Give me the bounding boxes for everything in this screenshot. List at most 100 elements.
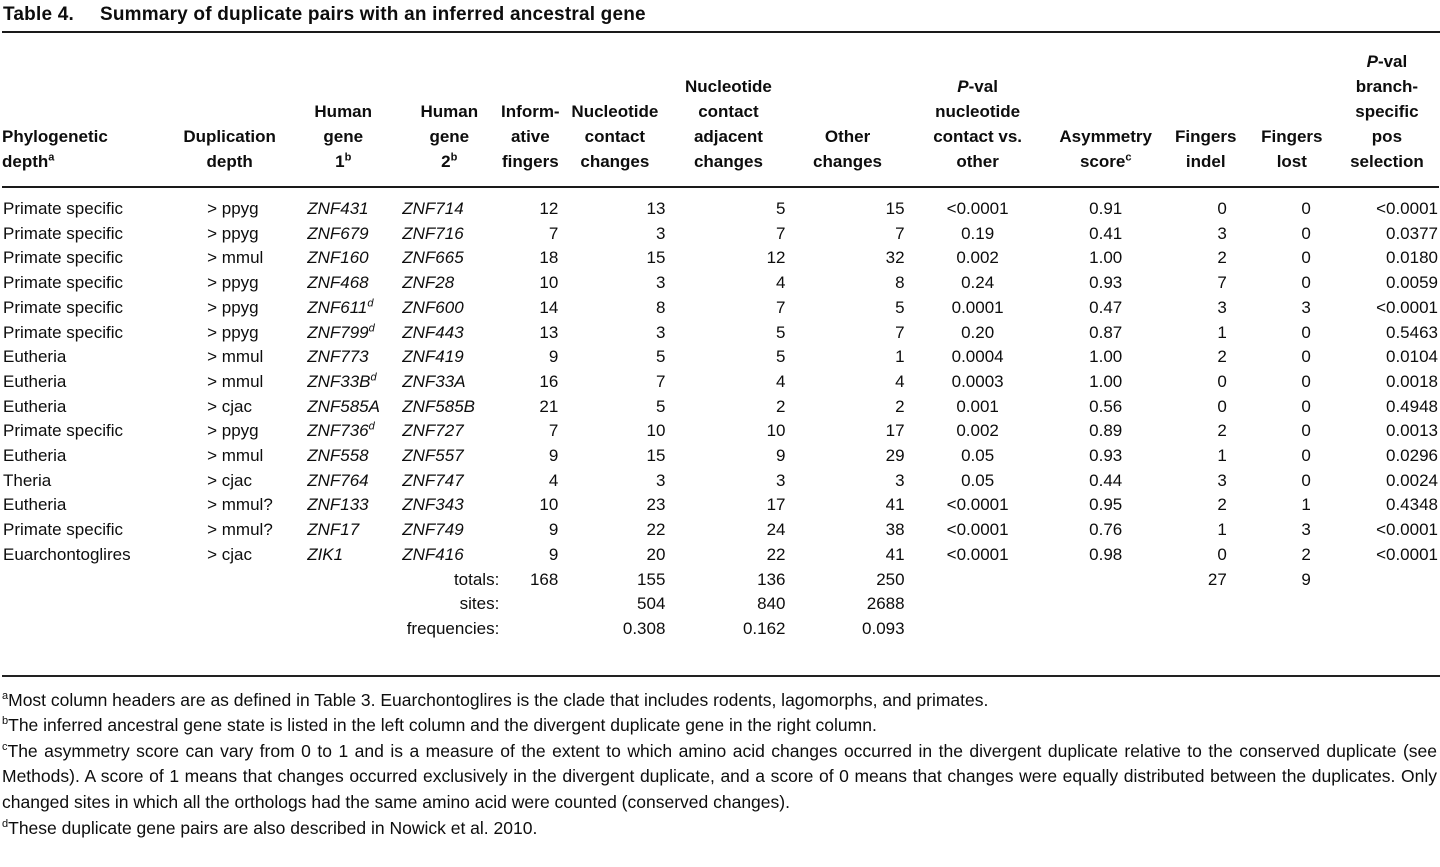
cell-informative-fingers: 18 — [539, 248, 559, 268]
cell-other-changes: 32 — [885, 248, 905, 268]
cell-nucleotide-contact-adjacent-changes: 5 — [776, 322, 786, 342]
cell-pval-branch-specific-pos-selection: <0.0001 — [1376, 297, 1438, 317]
cell-nucleotide-contact-changes: 3 — [655, 470, 666, 490]
cell-nucleotide-contact-changes: 3 — [655, 223, 666, 243]
header-asymmetry-score: Asymmetry scorec — [1059, 127, 1152, 171]
cell-human-gene-1: ZNF764 — [307, 470, 369, 490]
cell-nucleotide-contact-adjacent-changes: 840 — [757, 594, 786, 614]
cell-phylogenetic-depth: Primate specific — [3, 199, 123, 218]
cell-phylogenetic-depth: Primate specific — [3, 248, 123, 268]
cell-pval-branch-specific-pos-selection: <0.0001 — [1376, 520, 1438, 540]
cell-asymmetry-score: 0.89 — [1089, 421, 1123, 441]
cell-phylogenetic-depth: Eutheria — [3, 495, 67, 515]
cell-fingers-lost: 2 — [1301, 544, 1311, 564]
cell-fingers-indel — [1163, 617, 1249, 642]
cell-informative-fingers: 4 — [548, 470, 559, 490]
cell-other-changes: 250 — [876, 569, 905, 589]
cell-nucleotide-contact-adjacent-changes: 24 — [766, 520, 786, 540]
cell-phylogenetic-depth: Eutheria — [3, 347, 67, 367]
cell-other-changes: 41 — [885, 495, 905, 515]
cell-nucleotide-contact-changes: 20 — [646, 544, 666, 564]
cell-pval-branch-specific-pos-selection — [1335, 592, 1439, 617]
cell-nucleotide-contact-adjacent-changes: 0.162 — [742, 618, 786, 638]
table-row: Euarchontoglires > cjac ZIK1 ZNF416 9 20 22 41 <… — [2, 543, 1439, 568]
cell-other-changes: 29 — [885, 446, 905, 466]
cell-human-gene-1: ZNF133 — [307, 495, 369, 515]
cell-pval-nucleotide-contact-vs-other: 0.002 — [956, 421, 999, 441]
cell-other-changes: 2688 — [866, 594, 905, 614]
cell-nucleotide-contact-changes: 15 — [646, 248, 666, 268]
header-pval-branch-specific-pos-selection: P-val branch-specific pos selection — [1350, 52, 1424, 171]
cell-pval-nucleotide-contact-vs-other: <0.0001 — [946, 199, 1009, 218]
cell-pval-nucleotide-contact-vs-other: 0.19 — [961, 223, 995, 243]
cell-human-gene-1: ZNF17 — [307, 520, 360, 540]
cell-nucleotide-contact-adjacent-changes: 7 — [776, 297, 786, 317]
cell-human-gene-2: ZNF749 — [402, 520, 464, 540]
cell-fingers-lost: 0 — [1301, 371, 1311, 391]
cell-duplication-depth: > ppyg — [207, 421, 259, 441]
cell-phylogenetic-depth: Primate specific — [3, 520, 123, 540]
header-informative-fingers: Inform-ative fingers — [501, 102, 560, 171]
cell-human-gene-1: ZNF679 — [307, 223, 369, 243]
cell-nucleotide-contact-changes: 10 — [646, 421, 666, 441]
cell-fingers-indel: 0 — [1217, 544, 1227, 564]
table-row: Theria > cjac ZNF764 ZNF747 4 3 3 3 0.05 0.44 3 0 0.… — [2, 469, 1439, 494]
cell-fingers-indel: 3 — [1217, 470, 1227, 490]
cell-pval-nucleotide-contact-vs-other: 0.002 — [956, 248, 999, 268]
header-human-gene-2: Human gene 2b — [420, 102, 479, 171]
cell-fingers-lost: 0 — [1301, 446, 1311, 466]
cell-human-gene-2: ZNF665 — [402, 248, 464, 268]
cell-pval-nucleotide-contact-vs-other: <0.0001 — [946, 520, 1009, 540]
cell-fingers-indel: 2 — [1217, 347, 1227, 367]
cell-duplication-depth: > mmul — [207, 347, 264, 367]
cell-informative-fingers: 9 — [548, 520, 559, 540]
cell-human-gene-2: ZNF716 — [402, 223, 464, 243]
cell-informative-fingers: 168 — [529, 569, 559, 589]
cell-asymmetry-score: 0.87 — [1089, 322, 1123, 342]
cell-human-gene-2: ZNF33A — [402, 371, 466, 391]
cell-nucleotide-contact-changes: 8 — [655, 297, 666, 317]
cell-nucleotide-contact-adjacent-changes: 5 — [776, 199, 786, 218]
cell-nucleotide-contact-changes: 5 — [655, 396, 666, 416]
footnote-marker: d — [2, 817, 9, 830]
cell-pval-nucleotide-contact-vs-other: 0.001 — [956, 396, 999, 416]
cell-asymmetry-score: 0.91 — [1089, 199, 1123, 218]
cell-other-changes: 4 — [895, 371, 905, 391]
header-nucleotide-contact-changes: Nucleotide contact changes — [571, 102, 659, 171]
cell-fingers-lost: 0 — [1301, 248, 1311, 268]
cell-nucleotide-contact-adjacent-changes: 10 — [766, 421, 786, 441]
cell-informative-fingers: 9 — [548, 446, 559, 466]
cell-fingers-indel: 2 — [1217, 421, 1227, 441]
cell-phylogenetic-depth: Theria — [3, 470, 52, 490]
cell-other-changes: 1 — [895, 347, 905, 367]
cell-human-gene-2: ZNF585B — [402, 396, 475, 416]
cell-asymmetry-score: 0.56 — [1089, 396, 1123, 416]
cell-fingers-indel: 0 — [1217, 371, 1227, 391]
table-row: Primate specific > ppyg ZNF736d ZNF727 7 10 10… — [2, 419, 1439, 444]
cell-informative-fingers: 10 — [539, 495, 559, 515]
cell-phylogenetic-depth: Primate specific — [3, 273, 123, 293]
cell-phylogenetic-depth: Euarchontoglires — [3, 544, 131, 564]
footnote-d: dThese duplicate gene pairs are also des… — [2, 817, 538, 838]
cell-informative-fingers: 16 — [539, 371, 559, 391]
cell-pval-nucleotide-contact-vs-other: 0.0004 — [951, 347, 1004, 367]
cell-human-gene-1: ZNF468 — [307, 273, 369, 293]
cell-pval-nucleotide-contact-vs-other: <0.0001 — [946, 544, 1009, 564]
cell-informative-fingers: 21 — [539, 396, 559, 416]
cell-phylogenetic-depth: Primate specific — [3, 322, 123, 342]
cell-human-gene-1: ZNF558 — [307, 446, 369, 466]
cell-human-gene-1: ZNF773 — [307, 347, 369, 367]
table-row: Primate specific > ppyg ZNF431 ZNF714 12 13 5 1… — [2, 187, 1439, 222]
header-nucleotide-contact-adjacent-changes: Nucleotide contact adjacent changes — [684, 77, 772, 171]
cell-phylogenetic-depth: Eutheria — [3, 396, 67, 416]
cell-nucleotide-contact-changes: 504 — [637, 594, 666, 614]
cell-duplication-depth: > ppyg — [207, 273, 259, 293]
cell-other-changes: 5 — [895, 297, 905, 317]
cell-duplication-depth: > ppyg — [207, 297, 259, 317]
cell-nucleotide-contact-adjacent-changes: 7 — [776, 223, 786, 243]
cell-pval-branch-specific-pos-selection: 0.4348 — [1386, 495, 1438, 515]
cell-pval-branch-specific-pos-selection: 0.0018 — [1386, 371, 1438, 391]
table-body: Primate specific > ppyg ZNF431 ZNF714 12 13 5 1… — [2, 187, 1439, 642]
rule-above-footnotes — [2, 674, 1440, 677]
cell-pval-branch-specific-pos-selection: 0.0104 — [1386, 347, 1438, 367]
